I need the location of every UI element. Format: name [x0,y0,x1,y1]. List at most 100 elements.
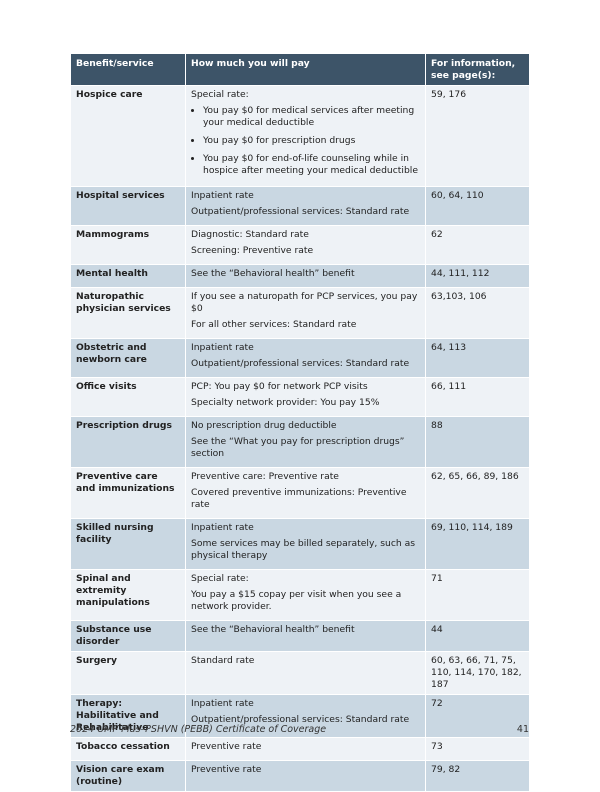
benefit-cell: Hospice care [70,85,186,187]
pages-cell: 71 [425,569,530,621]
pay-cell: No prescription drug deductible See the “… [185,416,426,468]
pay-cell: Diagnostic: Standard rate Screening: Prev… [185,225,426,265]
pay-line: Specialty network provider: You pay 15% [191,397,380,408]
page: Benefit/service How much you will pay For … [0,0,600,776]
table-row: Preventive care and immunizations Prevent… [70,467,530,519]
bullet-item: You pay $0 for medical services after me… [203,105,420,129]
table-row: Therapy: Habilitative and Rehabilitative… [70,694,530,738]
benefit-cell: Prescription drugs [70,416,186,468]
pay-cell: Inpatient rate Outpatient/professional se… [185,694,426,738]
pay-cell: See the “Behavioral health” benefit [185,264,426,288]
header-cell: How much you will pay [185,53,426,86]
header-cell: For information, see page(s): [425,53,530,86]
pages-cell: 79, 82 [425,760,530,792]
page-number: 41 [516,724,529,735]
pay-line: Some services may be billed separately, … [191,538,416,561]
pages-cell: 73 [425,737,530,761]
pages-cell: 44 [425,620,530,652]
pay-cell: Inpatient rate Outpatient/professional se… [185,186,426,226]
table-row: Surgery Standard rate 60, 63, 66, 71, 75, … [70,651,530,695]
benefit-cell: Skilled nursing facility [70,518,186,570]
pay-cell: Inpatient rate Outpatient/professional se… [185,338,426,378]
header-cell: Benefit/service [70,53,186,86]
pay-cell: PCP: You pay $0 for network PCP visits Sp… [185,377,426,417]
pages-cell: 63,103, 106 [425,287,530,339]
pages-cell: 62, 65, 66, 89, 186 [425,467,530,519]
pay-line: Preventive care: Preventive rate [191,471,339,482]
table-row: Spinal and extremity manipulations Specia… [70,569,530,621]
benefit-cell: Tobacco cessation [70,737,186,761]
benefit-cell: Preventive care and immunizations [70,467,186,519]
pay-cell: Special rate: You pay $0 for medical serv… [185,85,426,187]
benefit-cell: Therapy: Habilitative and Rehabilitative [70,694,186,738]
pay-line: Standard rate [191,655,255,666]
pay-line: See the “What you pay for prescription d… [191,436,405,459]
bullet-list: You pay $0 for medical services after me… [191,105,420,177]
table-row: Prescription drugs No prescription drug d… [70,416,530,468]
bullet-item: You pay $0 for end-of-life counseling wh… [203,153,420,177]
pay-line: Preventive rate [191,741,262,752]
pay-cell: If you see a naturopath for PCP services… [185,287,426,339]
footer: 2024 UMP Plus–PSHVN (PEBB) Certificate o… [70,724,529,735]
pages-cell: 62 [425,225,530,265]
pages-cell: 60, 63, 66, 71, 75, 110, 114, 170, 182, … [425,651,530,695]
table-row: Tobacco cessation Preventive rate 73 [70,737,530,761]
pay-line: For all other services: Standard rate [191,319,357,330]
pay-line: Special rate: [191,573,249,584]
pay-line: You pay a $15 copay per visit when you s… [191,589,402,612]
benefits-table: Benefit/service How much you will pay For … [70,53,530,792]
pay-line: See the “Behavioral health” benefit [191,268,355,279]
pay-line: Inpatient rate [191,190,254,201]
benefit-cell: Hospital services [70,186,186,226]
table-row: Office visits PCP: You pay $0 for network… [70,377,530,417]
pay-line: Outpatient/professional services: Standa… [191,206,410,217]
table-row: Obstetric and newborn care Inpatient rate… [70,338,530,378]
pay-cell: Preventive rate [185,737,426,761]
pages-cell: 60, 64, 110 [425,186,530,226]
benefit-cell: Mental health [70,264,186,288]
pages-cell: 44, 111, 112 [425,264,530,288]
pay-cell: See the “Behavioral health” benefit [185,620,426,652]
pay-line: Preventive rate [191,764,262,775]
pay-cell: Special rate: You pay a $15 copay per vis… [185,569,426,621]
bullet-item: You pay $0 for prescription drugs [203,135,420,147]
benefit-cell: Substance use disorder [70,620,186,652]
benefit-cell: Spinal and extremity manipulations [70,569,186,621]
pages-cell: 64, 113 [425,338,530,378]
pay-line: Special rate: [191,89,249,100]
pay-line: Screening: Preventive rate [191,245,314,256]
pay-cell: Preventive care: Preventive rate Covered … [185,467,426,519]
table-row: Skilled nursing facility Inpatient rate So… [70,518,530,570]
footer-title: 2024 UMP Plus–PSHVN (PEBB) Certificate o… [70,724,327,735]
table-row: Hospital services Inpatient rate Outpatien… [70,186,530,226]
pay-line: Diagnostic: Standard rate [191,229,309,240]
pages-cell: 66, 111 [425,377,530,417]
pay-line: Inpatient rate [191,522,254,533]
table-row: Hospice care Special rate: You pay $0 for … [70,85,530,187]
pay-line: Outpatient/professional services: Standa… [191,358,410,369]
pages-cell: 72 [425,694,530,738]
benefit-cell: Obstetric and newborn care [70,338,186,378]
pay-cell: Preventive rate [185,760,426,792]
pay-line: See the “Behavioral health” benefit [191,624,355,635]
pay-line: Inpatient rate [191,698,254,709]
benefit-cell: Mammograms [70,225,186,265]
table-row: Substance use disorder See the “Behaviora… [70,620,530,652]
pay-line: If you see a naturopath for PCP services… [191,291,418,314]
pay-line: Covered preventive immunizations: Preven… [191,487,407,510]
benefit-cell: Vision care exam (routine) [70,760,186,792]
benefit-cell: Surgery [70,651,186,695]
pages-cell: 59, 176 [425,85,530,187]
benefit-cell: Office visits [70,377,186,417]
table-row: Mammograms Diagnostic: Standard rate Scree… [70,225,530,265]
pay-line: Outpatient/professional services: Standa… [191,714,410,725]
pay-line: Inpatient rate [191,342,254,353]
pay-line: No prescription drug deductible [191,420,337,431]
table-row: Mental health See the “Behavioral health”… [70,264,530,288]
benefit-cell: Naturopathic physician services [70,287,186,339]
header-row: Benefit/service How much you will pay For … [70,53,530,86]
pay-cell: Inpatient rate Some services may be bille… [185,518,426,570]
pages-cell: 88 [425,416,530,468]
table-row: Vision care exam (routine) Preventive rat… [70,760,530,792]
pay-cell: Standard rate [185,651,426,695]
